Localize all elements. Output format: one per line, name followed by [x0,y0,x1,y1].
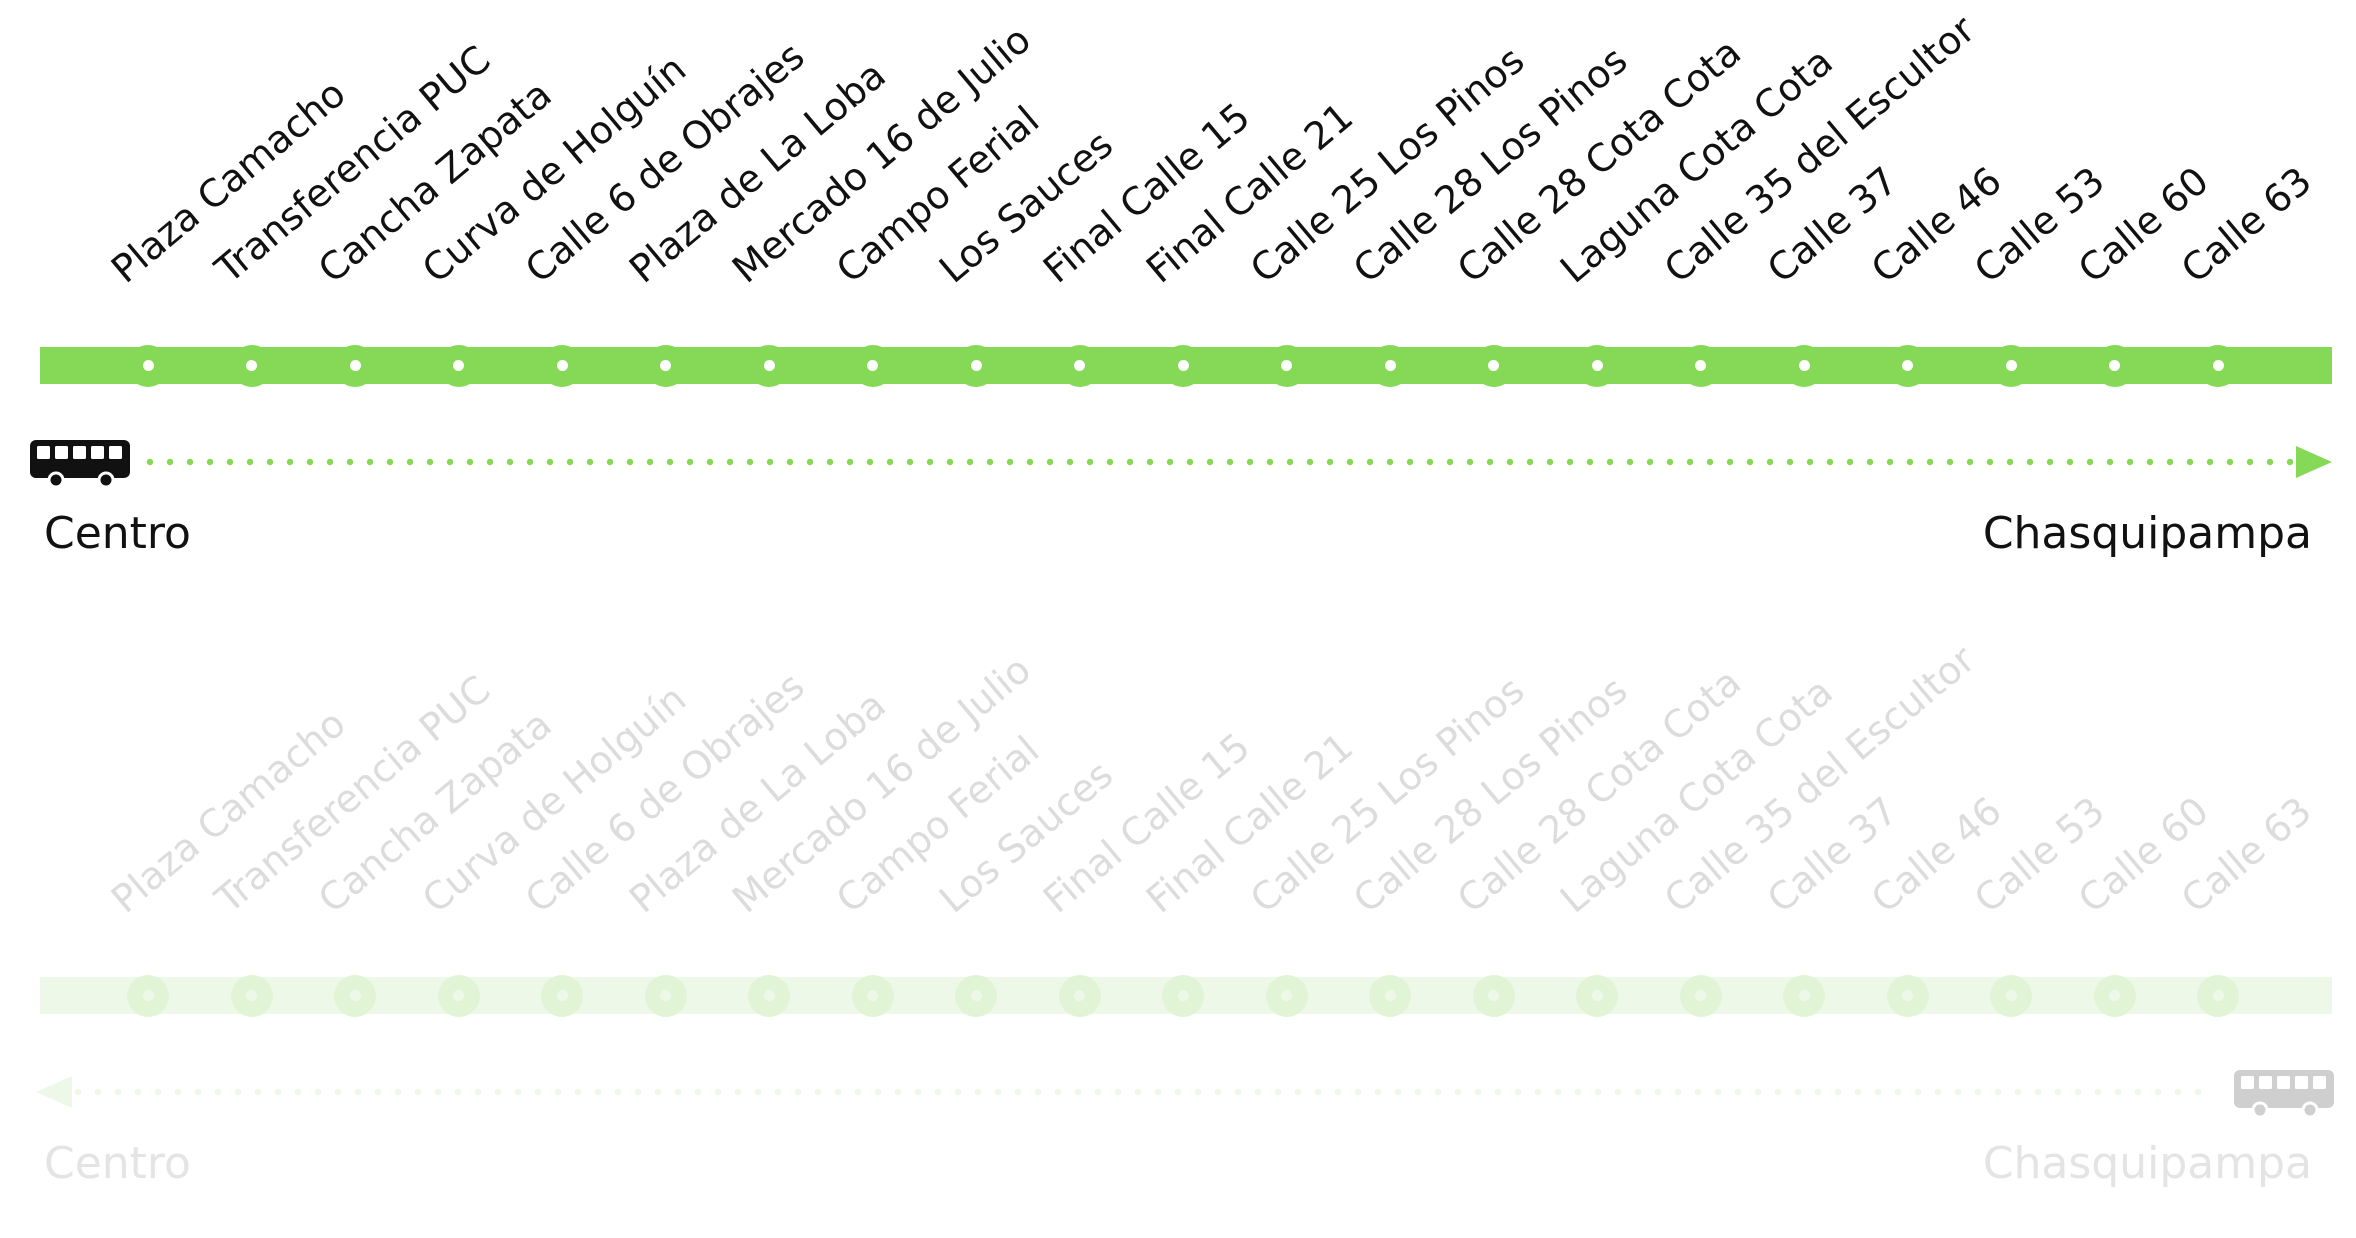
bus-icon [2234,1070,2334,1119]
stop-marker[interactable] [1369,974,1411,1017]
stop-marker[interactable] [1576,974,1618,1017]
stop-marker[interactable] [230,344,273,387]
stop-marker[interactable] [1162,974,1204,1017]
stop-marker[interactable] [1472,974,1515,1017]
destination-label: Chasquipampa [1982,1138,2312,1189]
stop-marker[interactable] [644,974,687,1017]
stop-marker[interactable] [1576,344,1618,387]
stop-marker[interactable] [851,344,894,387]
stop-marker[interactable] [2197,344,2239,387]
stop-marker[interactable] [437,974,480,1017]
arrow-left-icon [36,1076,72,1108]
stop-marker[interactable] [2093,974,2136,1017]
stop-marker[interactable] [955,974,997,1017]
stop-marker[interactable] [1783,974,1825,1017]
stop-marker[interactable] [334,974,376,1017]
stop-marker[interactable] [1472,344,1515,387]
stop-marker[interactable] [541,974,583,1017]
stop-marker[interactable] [851,974,894,1017]
stop-marker[interactable] [127,344,169,387]
stop-marker[interactable] [1058,344,1101,387]
dotted-path [74,1088,2202,1096]
arrow-right-icon [2296,446,2332,478]
stop-marker[interactable] [1162,344,1204,387]
stop-marker[interactable] [1679,974,1722,1017]
direction-indicator [30,440,2332,489]
stop-marker[interactable] [334,344,376,387]
destination-label: Chasquipampa [1982,508,2312,559]
route-return: Plaza Camacho Transferencia PUC Cancha Zap… [0,630,2356,1238]
stop-marker[interactable] [955,344,997,387]
stop-marker[interactable] [1990,344,2032,387]
stop-marker[interactable] [541,344,583,387]
origin-label: Centro [44,508,191,559]
stop-marker[interactable] [1990,974,2032,1017]
direction-indicator [36,1070,2334,1119]
stop-marker[interactable] [748,974,790,1017]
stop-marker[interactable] [1369,344,1411,387]
stop-marker[interactable] [748,344,790,387]
origin-label: Centro [44,1138,191,1189]
stop-marker[interactable] [437,344,480,387]
route-outbound: Plaza Camacho Transferencia PUC Cancha Zap… [0,0,2356,608]
stop-marker[interactable] [1886,344,1929,387]
stop-marker[interactable] [1058,974,1101,1017]
bus-icon [30,440,130,489]
stop-marker[interactable] [644,344,687,387]
stop-marker[interactable] [1679,344,1722,387]
stop-marker[interactable] [127,974,169,1017]
stop-marker[interactable] [1265,344,1308,387]
dotted-path [146,458,2294,466]
stop-marker[interactable] [2197,974,2239,1017]
stop-marker[interactable] [1783,344,1825,387]
stop-marker[interactable] [230,974,273,1017]
stop-marker[interactable] [1886,974,1929,1017]
stop-marker[interactable] [2093,344,2136,387]
stop-marker[interactable] [1265,974,1308,1017]
